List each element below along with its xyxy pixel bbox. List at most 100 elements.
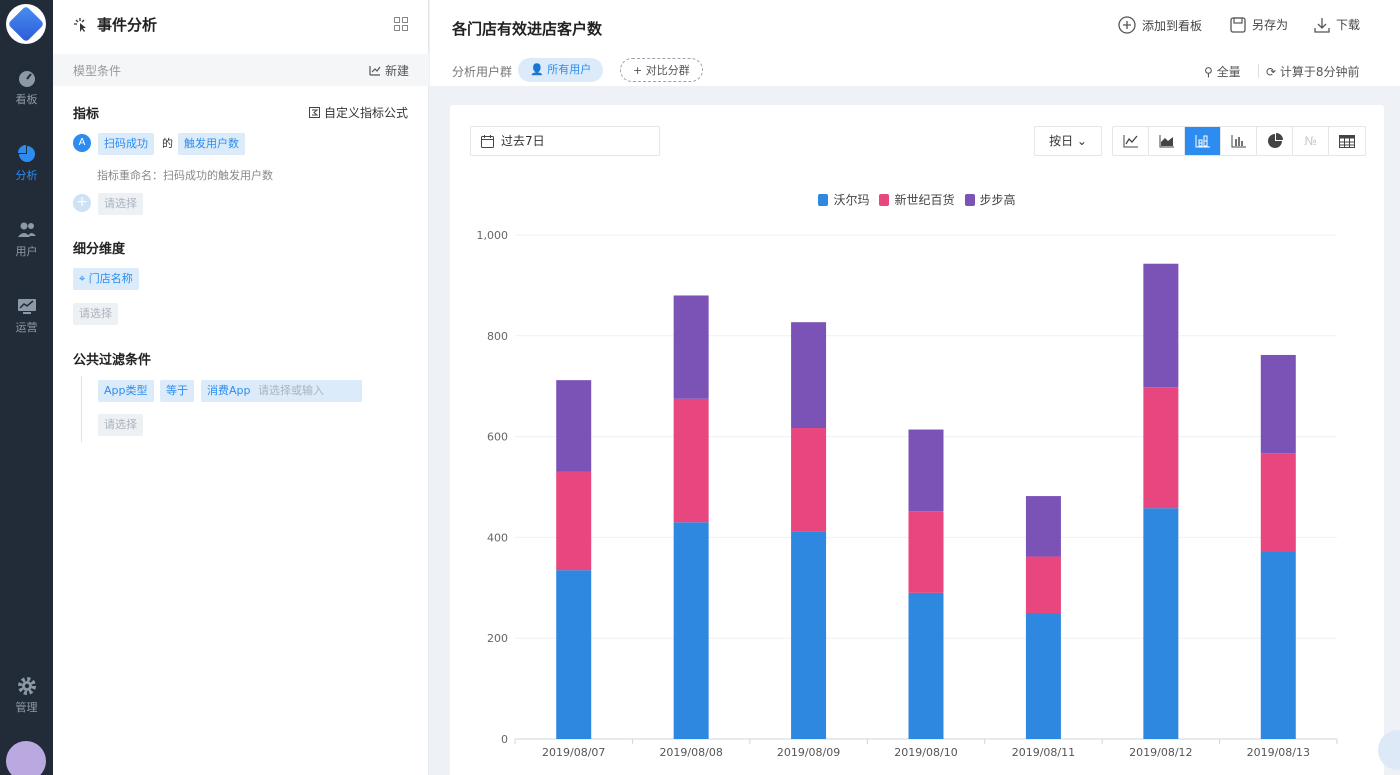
bar-segment[interactable] bbox=[673, 295, 709, 399]
area-chart-button[interactable] bbox=[1149, 127, 1185, 155]
segment-all-label: 所有用户 bbox=[547, 63, 592, 76]
chart-legend: 沃尔玛 新世纪百货 步步高 bbox=[450, 191, 1384, 208]
nav-item-label: 用户 bbox=[15, 245, 38, 258]
grid-icon[interactable] bbox=[394, 17, 408, 31]
date-range-label: 过去7日 bbox=[501, 134, 545, 148]
add-metric-button[interactable]: + bbox=[73, 194, 91, 212]
bar-segment[interactable] bbox=[556, 471, 592, 571]
metric-select-placeholder[interactable]: 请选择 bbox=[98, 193, 143, 215]
app-logo[interactable] bbox=[6, 4, 46, 44]
bar-segment[interactable] bbox=[1025, 556, 1061, 613]
filter-select-placeholder[interactable]: 请选择 bbox=[98, 414, 143, 436]
filter-divider bbox=[81, 376, 82, 442]
nav-item-label: 看板 bbox=[15, 93, 38, 106]
save-as-button[interactable]: 另存为 bbox=[1230, 16, 1288, 33]
bar-segment[interactable] bbox=[908, 592, 944, 739]
x-tick-label: 2019/08/11 bbox=[1012, 746, 1075, 759]
cube-logo-icon bbox=[7, 5, 45, 43]
model-bar: 模型条件 新建 bbox=[53, 54, 429, 86]
y-tick-label: 1,000 bbox=[477, 229, 509, 242]
pie-chart-button[interactable] bbox=[1257, 127, 1293, 155]
bar-segment[interactable] bbox=[556, 570, 592, 739]
refresh-icon: ⟳ bbox=[1266, 65, 1277, 79]
filter-field-select[interactable]: App类型 bbox=[98, 380, 154, 402]
avatar[interactable] bbox=[6, 741, 46, 775]
metric-badge: A bbox=[73, 134, 91, 152]
download-label: 下载 bbox=[1336, 18, 1361, 32]
bar-segment[interactable] bbox=[1143, 263, 1179, 388]
download-button[interactable]: 下载 bbox=[1314, 16, 1360, 33]
new-button-label: 新建 bbox=[384, 64, 409, 78]
save-icon bbox=[1230, 16, 1246, 33]
dimension-select-placeholder[interactable]: 请选择 bbox=[73, 303, 118, 325]
bar-chart-button[interactable] bbox=[1221, 127, 1257, 155]
metric-measure-select[interactable]: 触发用户数 bbox=[178, 133, 245, 155]
line-chart-button[interactable] bbox=[1113, 127, 1149, 155]
new-button[interactable]: 新建 bbox=[369, 62, 409, 79]
x-tick-label: 2019/08/08 bbox=[659, 746, 722, 759]
cursor-click-icon bbox=[74, 17, 86, 32]
model-label: 模型条件 bbox=[73, 64, 122, 78]
bar-chart-icon bbox=[1231, 135, 1246, 148]
add-to-board-button[interactable]: 添加到看板 bbox=[1118, 16, 1202, 34]
stacked-bar-button[interactable] bbox=[1185, 127, 1221, 155]
nav-item-dashboard[interactable]: 看板 bbox=[0, 68, 53, 107]
table-icon bbox=[1339, 134, 1355, 148]
bar-segment[interactable] bbox=[673, 522, 709, 739]
bar-segment[interactable] bbox=[791, 322, 827, 429]
bar-segment[interactable] bbox=[1143, 387, 1179, 509]
custom-formula-button[interactable]: 自定义指标公式 bbox=[309, 104, 408, 121]
date-range-picker[interactable]: 过去7日 bbox=[470, 126, 660, 156]
chart-card: 过去7日 按日 ⌄ № 沃尔玛 新世纪百货 步步高 0 200 400 600 800 1… bbox=[450, 105, 1384, 775]
custom-formula-label: 自定义指标公式 bbox=[323, 106, 408, 120]
bar-segment[interactable] bbox=[673, 398, 709, 523]
filter-value-input[interactable]: 消费App 请选择或输入 bbox=[201, 380, 362, 402]
bar-segment[interactable] bbox=[791, 531, 827, 739]
computed-time: 计算于8分钟前 bbox=[1279, 65, 1360, 79]
x-tick-label: 2019/08/07 bbox=[542, 746, 605, 759]
bar-segment[interactable] bbox=[1260, 551, 1296, 739]
bar-segment[interactable] bbox=[1260, 354, 1296, 454]
refresh-button[interactable]: ⟳ 计算于8分钟前 bbox=[1266, 63, 1360, 80]
legend-label: 沃尔玛 bbox=[833, 193, 870, 207]
legend-item[interactable]: 步步高 bbox=[964, 191, 1016, 208]
bar-segment[interactable] bbox=[556, 380, 592, 472]
bar-segment[interactable] bbox=[791, 428, 827, 532]
nav-item-users[interactable]: 用户 bbox=[0, 220, 53, 259]
help-bubble-icon[interactable] bbox=[1378, 730, 1400, 770]
x-tick-label: 2019/08/09 bbox=[777, 746, 840, 759]
nav-item-admin[interactable]: 管理 bbox=[0, 676, 53, 715]
compare-segment-button[interactable]: + 对比分群 bbox=[620, 58, 703, 82]
nav-item-operations[interactable]: 运营 bbox=[0, 296, 53, 335]
metric-heading: 指标 bbox=[73, 107, 100, 122]
bar-segment[interactable] bbox=[1025, 496, 1061, 557]
dimension-chip-label: 门店名称 bbox=[88, 272, 133, 285]
full-sample-toggle[interactable]: ⚲ 全量 bbox=[1204, 63, 1241, 80]
nav-item-analysis[interactable]: 分析 bbox=[0, 144, 53, 183]
y-tick-label: 800 bbox=[487, 330, 508, 343]
number-view-button[interactable]: № bbox=[1293, 127, 1329, 155]
bar-segment[interactable] bbox=[1260, 453, 1296, 552]
legend-item[interactable]: 新世纪百货 bbox=[879, 191, 955, 208]
metric-event-select[interactable]: 扫码成功 bbox=[98, 133, 154, 155]
bar-segment[interactable] bbox=[1025, 613, 1061, 739]
metric-rename[interactable]: 指标重命名：扫码成功的触发用户数 bbox=[97, 169, 273, 182]
segment-all-users[interactable]: 👤 所有用户 bbox=[518, 58, 604, 82]
add-to-board-label: 添加到看板 bbox=[1142, 18, 1203, 33]
search-icon: ⚲ bbox=[1204, 65, 1213, 79]
bar-segment[interactable] bbox=[908, 429, 944, 512]
filter-operator-select[interactable]: 等于 bbox=[160, 380, 194, 402]
line-chart-icon bbox=[1123, 135, 1138, 148]
y-tick-label: 200 bbox=[487, 632, 508, 645]
panel-title: 事件分析 bbox=[73, 14, 157, 35]
left-nav: 看板 分析 用户 运营 管理 bbox=[0, 0, 53, 775]
page-title: 各门店有效进店客户数 bbox=[452, 20, 603, 38]
legend-item[interactable]: 沃尔玛 bbox=[818, 191, 869, 208]
bar-segment[interactable] bbox=[1143, 508, 1179, 739]
granularity-select[interactable]: 按日 ⌄ bbox=[1034, 126, 1102, 156]
bar-segment[interactable] bbox=[908, 511, 944, 593]
dimension-chip[interactable]: ⌖ 门店名称 bbox=[73, 268, 139, 290]
legend-swatch bbox=[879, 193, 890, 206]
pie-chart-icon bbox=[1267, 133, 1283, 148]
table-view-button[interactable] bbox=[1329, 127, 1365, 155]
